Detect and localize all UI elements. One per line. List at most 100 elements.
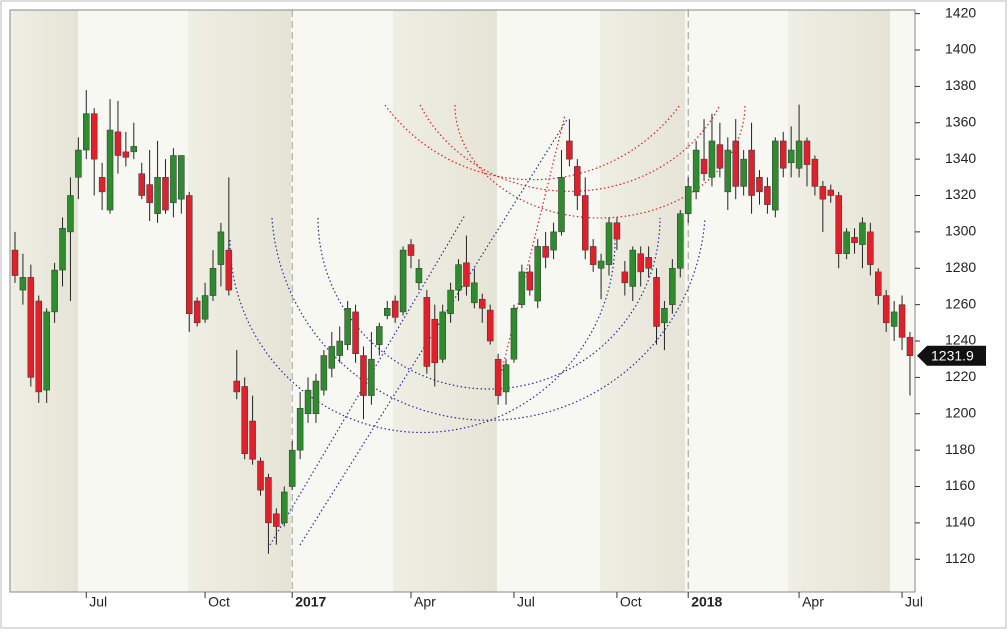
candle-body (669, 268, 676, 305)
candle-body (510, 308, 518, 360)
candle-body (233, 380, 241, 393)
candle-body (677, 213, 684, 269)
candle-body (882, 295, 890, 324)
x-tick-label: Jul (905, 594, 923, 610)
candle-body (724, 149, 732, 193)
candle-body (106, 129, 114, 211)
x-tick-label: 2018 (691, 594, 722, 610)
candle-body (518, 271, 526, 305)
candle-body (122, 151, 130, 158)
y-tick-label: 1420 (945, 4, 976, 20)
candle-body (130, 146, 138, 153)
candle-body (716, 144, 724, 169)
plot-border (9, 9, 916, 593)
candle-body (138, 173, 145, 196)
candle-body (391, 300, 399, 318)
candle-body (11, 249, 19, 276)
candle-body (98, 177, 106, 193)
candle-body (542, 246, 549, 258)
candle-body (423, 297, 431, 367)
candle-body (455, 264, 462, 291)
candle-body (867, 231, 874, 265)
y-tick-label: 1320 (945, 186, 976, 202)
x-tick-label: Jul (517, 594, 535, 610)
candle-body (154, 177, 161, 214)
candle-body (201, 295, 209, 320)
y-tick-label: 1360 (945, 113, 976, 129)
candle-body (288, 449, 296, 487)
candle-body (486, 309, 494, 342)
y-tick-label: 1300 (945, 223, 976, 239)
candle-body (653, 277, 660, 327)
candle-body (471, 282, 478, 304)
candle-body (209, 268, 217, 296)
candle-body (439, 311, 446, 360)
candle-body (217, 231, 225, 265)
candle-body (756, 177, 763, 193)
x-tick-label: Apr (414, 594, 436, 610)
candle-body (581, 195, 589, 251)
candle-body (779, 140, 787, 169)
candle-body (257, 460, 264, 491)
candle-body (906, 337, 914, 356)
candle-body (193, 300, 201, 324)
candle-body (273, 513, 280, 527)
x-tick-label: Apr (802, 594, 824, 610)
candle-body (249, 420, 256, 460)
candle-body (479, 298, 486, 309)
y-tick-label: 1260 (945, 295, 976, 311)
candle-body (629, 249, 637, 287)
candle-body (225, 249, 233, 291)
y-tick-label: 1220 (945, 368, 976, 384)
last-price-marker (917, 345, 986, 366)
y-tick-label: 1340 (945, 150, 976, 166)
candle-body (447, 289, 454, 314)
candle-body (178, 155, 185, 200)
candle-body (772, 140, 779, 211)
candle-body (835, 195, 842, 254)
candle-body (803, 140, 811, 165)
candle-body (827, 189, 835, 196)
candle-body (83, 113, 90, 151)
candle-body (819, 186, 827, 200)
candle-body (589, 246, 597, 265)
candle-body (898, 304, 906, 338)
x-tick-label: Oct (620, 594, 642, 610)
candle-body (574, 166, 581, 196)
candle-body (90, 113, 98, 160)
candle-body (407, 244, 415, 256)
candle-body (764, 186, 771, 205)
candle-body (890, 311, 898, 327)
y-tick-label: 1160 (945, 477, 975, 493)
candle-body (27, 277, 35, 378)
y-tick-label: 1380 (945, 77, 976, 93)
candle-body (708, 140, 716, 178)
x-tick-label: Jul (89, 594, 107, 610)
candle-body (621, 271, 629, 284)
candle-body (67, 195, 74, 233)
candle-body (376, 326, 383, 345)
candle-body (605, 222, 613, 265)
candle-body (383, 308, 391, 316)
candle-body (265, 477, 272, 524)
candle-body (550, 231, 557, 251)
background-bands (10, 10, 915, 592)
candle-body (684, 186, 692, 214)
candle-body (114, 131, 122, 156)
candle-body (732, 140, 739, 187)
candle-body (360, 355, 367, 396)
candle-body (463, 262, 470, 287)
y-tick-label: 1400 (945, 41, 976, 57)
candle-body (170, 155, 177, 204)
y-tick-label: 1280 (945, 259, 976, 275)
candle-body (811, 158, 819, 187)
candle-body (352, 311, 359, 354)
candle-body (502, 364, 510, 393)
candle-body (43, 311, 50, 391)
candle-body (597, 260, 605, 269)
candle-body (692, 149, 700, 193)
candle-body (281, 491, 288, 524)
candle-body (566, 140, 573, 160)
candle-body (740, 158, 747, 187)
